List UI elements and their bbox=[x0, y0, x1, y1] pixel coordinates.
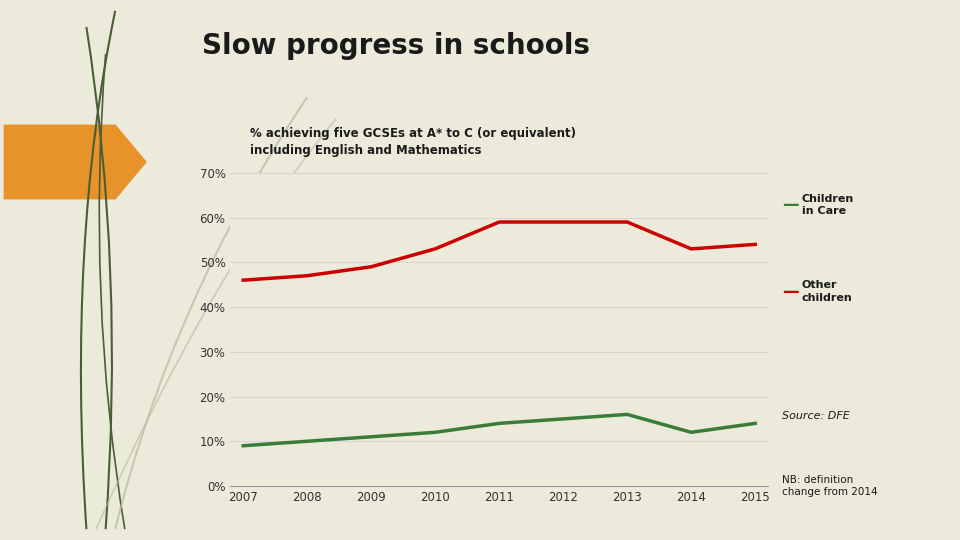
Text: —: — bbox=[782, 282, 799, 301]
Text: Other
children: Other children bbox=[802, 280, 852, 303]
Text: Slow progress in schools: Slow progress in schools bbox=[202, 32, 589, 60]
Text: % achieving five GCSEs at A* to C (or equivalent)
including English and Mathemat: % achieving five GCSEs at A* to C (or eq… bbox=[250, 126, 576, 157]
Text: Children
in Care: Children in Care bbox=[802, 194, 853, 217]
Text: NB: definition
change from 2014: NB: definition change from 2014 bbox=[782, 475, 878, 497]
Polygon shape bbox=[4, 125, 146, 199]
Text: —: — bbox=[782, 196, 799, 214]
Text: Source: DFE: Source: DFE bbox=[782, 411, 851, 421]
